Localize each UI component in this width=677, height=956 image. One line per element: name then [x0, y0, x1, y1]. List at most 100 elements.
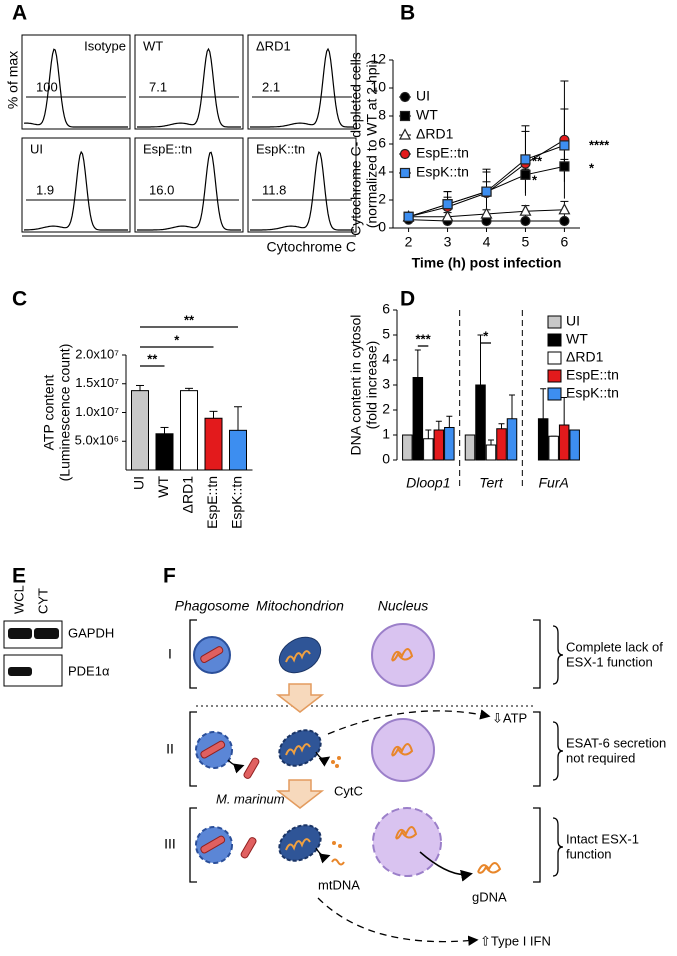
row-numeral: II: [166, 741, 174, 757]
legend-label: ΔRD1: [416, 126, 454, 142]
row-note: Intact ESX-1: [566, 831, 639, 846]
legend-label: EspK::tn: [416, 164, 469, 180]
y-tick-label: 8: [378, 107, 386, 123]
legend-label: UI: [416, 88, 430, 104]
histogram-curve: [137, 47, 241, 128]
legend-marker: [399, 110, 411, 122]
mtdna-coil: [285, 838, 311, 851]
histogram-box: [247, 34, 357, 130]
bracket: [189, 619, 197, 689]
row-note: ESX-1 function: [566, 654, 653, 669]
y-tick-label: 12: [370, 51, 386, 67]
legend-label: WT: [566, 331, 588, 347]
y-tick-label: 1.5x10⁷: [75, 375, 119, 390]
data-point: [559, 215, 570, 227]
y-tick-label: 1.0x10⁷: [75, 404, 119, 419]
y-tick-label: 2: [378, 191, 386, 207]
gdna-coil: [477, 862, 502, 874]
column-header: Phagosome: [175, 598, 250, 614]
y-tick-label: 3: [382, 376, 390, 392]
significance: ****: [589, 137, 610, 152]
atp-label: ⇩ATP: [492, 710, 527, 725]
dashed-arrow: [327, 709, 491, 735]
bar: [475, 384, 486, 461]
blot-band: [8, 628, 32, 639]
histogram-curve: [23, 48, 128, 128]
panel-letter: E: [12, 565, 26, 588]
histogram-box: [247, 137, 357, 233]
y-tick-label: 2.0x10⁷: [75, 346, 119, 361]
lane-label: CYT: [35, 588, 50, 614]
brace: [552, 817, 564, 877]
gdna-label: gDNA: [472, 889, 507, 904]
nucleus: [372, 807, 442, 877]
y-tick-label: 4: [378, 163, 386, 179]
x-tick-label: ΔRD1: [180, 476, 196, 514]
brace: [552, 721, 564, 781]
legend-marker: [399, 148, 411, 160]
legend-marker: [399, 167, 411, 179]
bar: [496, 428, 507, 461]
row-note: ESAT-6 secretion: [566, 735, 666, 750]
data-point: [559, 140, 570, 151]
y-axis-label: DNA content in cytosol: [348, 315, 364, 456]
legend-label: WT: [416, 107, 438, 123]
gate-value: 100: [36, 79, 58, 94]
mtdna-fragment: [331, 858, 345, 866]
data-point: [403, 211, 414, 222]
cytc-dot: [332, 841, 336, 845]
x-tick-label: 5: [522, 234, 530, 250]
y-tick-label: 5: [382, 326, 390, 342]
data-point: [520, 154, 531, 165]
bacterium: [200, 740, 226, 759]
bacterium: [240, 837, 257, 859]
histogram-curve: [137, 151, 241, 231]
x-tick-label: Dloop1: [406, 475, 450, 491]
x-axis-label: Time (h) post infection: [412, 255, 562, 271]
x-tick-label: 2: [405, 234, 413, 250]
panel-letter: D: [400, 288, 415, 311]
bar: [506, 418, 518, 461]
significance: *: [589, 160, 595, 175]
sample-label: UI: [30, 141, 43, 156]
legend-swatch: [547, 351, 562, 365]
bacterium: [200, 646, 224, 664]
bar: [444, 427, 455, 461]
gate-value: 1.9: [36, 182, 54, 197]
histogram-curve: [250, 151, 354, 231]
y-tick-label: 0: [378, 219, 386, 235]
progression-arrow: [275, 779, 325, 809]
legend-label: EspE::tn: [566, 367, 619, 383]
bar: [229, 429, 247, 471]
bar: [412, 377, 424, 461]
bar: [131, 390, 149, 471]
x-tick-label: Tert: [479, 475, 504, 491]
bar: [180, 390, 198, 471]
row-numeral: I: [168, 646, 172, 662]
row-note: function: [566, 846, 612, 861]
x-tick-label: FurA: [538, 475, 568, 491]
legend-label: EspK::tn: [566, 385, 619, 401]
y-axis-label: Cytochrome C- depleted cells: [348, 52, 364, 236]
legend-label: EspE::tn: [416, 145, 469, 161]
significance: *: [532, 172, 538, 187]
data-point: [441, 210, 454, 222]
bar: [558, 424, 570, 461]
y-tick-label: 2: [382, 401, 390, 417]
ifn-label: ⇧Type I IFN: [480, 933, 551, 948]
gdna-coil: [395, 826, 418, 840]
x-tick-label: 6: [561, 234, 569, 250]
arrow: [227, 759, 245, 774]
arrow: [315, 751, 331, 767]
sample-label: EspK::tn: [256, 141, 305, 156]
histogram-box: [134, 137, 244, 233]
significance: *: [174, 332, 180, 347]
legend-swatch: [547, 333, 562, 347]
dashed-arrow: [317, 897, 479, 946]
y-tick-label: 6: [378, 135, 386, 151]
sample-label: EspE::tn: [143, 141, 192, 156]
data-point: [520, 215, 531, 227]
band-label: PDE1α: [68, 663, 110, 678]
y-axis-label: % of max: [5, 51, 21, 109]
x-tick-label: WT: [155, 476, 171, 498]
